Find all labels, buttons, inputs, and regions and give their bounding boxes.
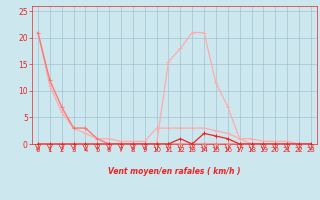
X-axis label: Vent moyen/en rafales ( km/h ): Vent moyen/en rafales ( km/h ) <box>108 167 241 176</box>
